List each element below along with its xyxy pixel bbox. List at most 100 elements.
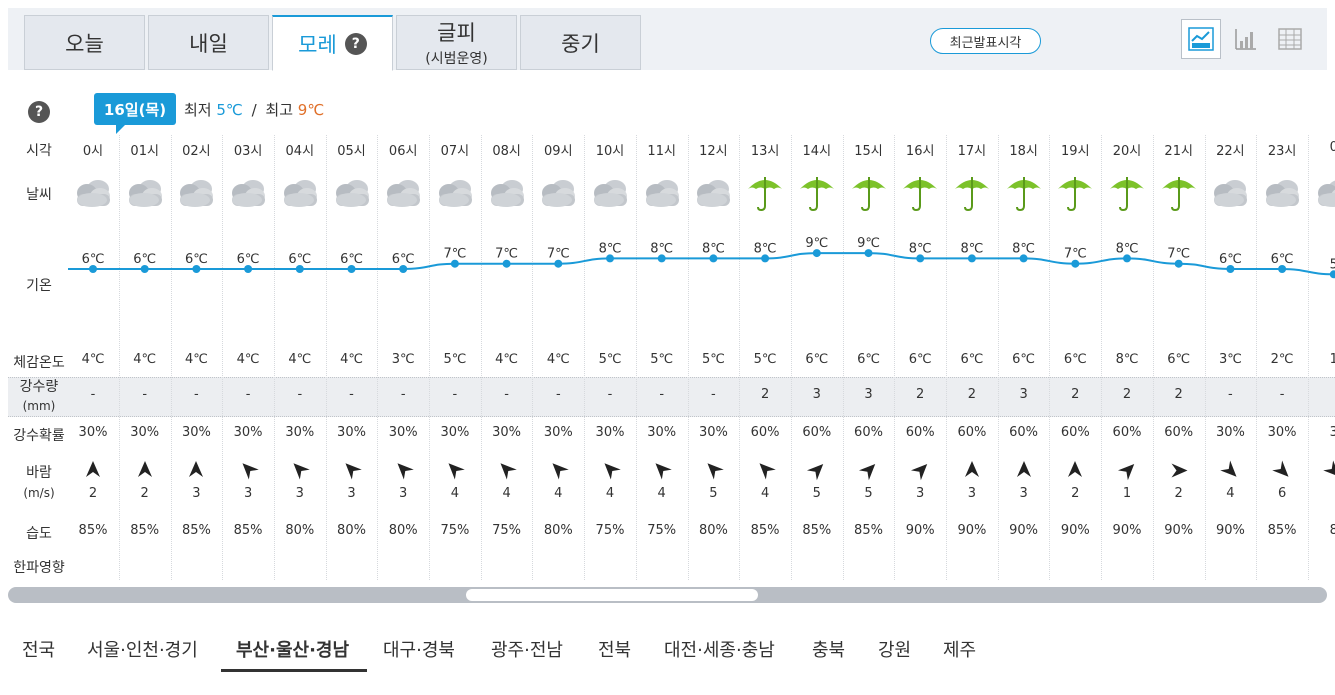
help-icon[interactable]: ?: [344, 32, 367, 55]
wind-speed-value: 1: [1122, 486, 1132, 501]
hour-label: 14시: [802, 144, 832, 159]
humidity-value: 85%: [78, 523, 108, 538]
recent-release-button[interactable]: 최근발표시각: [930, 28, 1041, 54]
tab-day-after-tomorrow[interactable]: 모레 ?: [272, 15, 393, 71]
region-tab[interactable]: 대전·세종·충남: [664, 640, 775, 661]
info-help-icon[interactable]: ?: [28, 101, 50, 123]
scrollbar-thumb[interactable]: [466, 589, 758, 601]
bar-chart-icon: [1235, 29, 1256, 50]
wind-direction-icon: [68, 460, 119, 480]
row-label-cold: 한파영향: [13, 560, 65, 576]
wind-speed-value: 2: [88, 486, 98, 501]
precip-prob-value: 30%: [698, 425, 728, 440]
feels-like-value: 4℃: [340, 352, 363, 367]
row-label-time: 시각: [26, 143, 52, 159]
umbrella-icon: [895, 173, 946, 213]
bar-view-button[interactable]: [1226, 19, 1266, 59]
umbrella-icon: [1050, 173, 1101, 213]
precip-prob-value: 60%: [1112, 425, 1142, 440]
tab-today[interactable]: 오늘: [24, 15, 145, 70]
precip-prob-value: 30%: [543, 425, 573, 440]
precip-amount-value: -: [142, 387, 148, 402]
temperature-label: 6℃: [237, 252, 260, 267]
column-divider: [377, 135, 379, 580]
humidity-value: 85%: [233, 523, 263, 538]
tab-midterm[interactable]: 중기: [520, 15, 641, 70]
cloud-icon: [223, 176, 274, 216]
region-tab[interactable]: 서울·인천·경기: [87, 640, 198, 661]
hour-label: 23시: [1267, 144, 1297, 159]
humidity-value: 90%: [1112, 523, 1142, 538]
precip-amount-value: -: [90, 387, 96, 402]
wind-direction-icon: [171, 460, 222, 480]
wind-speed-value: 5: [864, 486, 873, 501]
feels-like-value: 2℃: [1270, 352, 1294, 367]
tab-three-days-label: 글피: [437, 21, 476, 45]
temperature-label: 8℃: [650, 241, 673, 256]
precip-prob-value: 60%: [1060, 425, 1090, 440]
precip-amount-value: -: [452, 387, 458, 402]
graph-view-button[interactable]: [1181, 19, 1221, 59]
table-view-button[interactable]: [1270, 19, 1310, 59]
feels-like-value: 5℃: [443, 352, 467, 367]
wind-direction-icon: [895, 445, 945, 495]
tab-tomorrow[interactable]: 내일: [148, 15, 269, 70]
humidity-value: 90%: [1060, 523, 1090, 538]
temperature-point: [1174, 259, 1183, 268]
wind-direction-icon: [119, 460, 170, 480]
column-divider: [997, 135, 999, 580]
region-tab[interactable]: 부산·울산·경남: [236, 640, 350, 661]
wind-direction-icon: [1169, 445, 1189, 496]
temperature-label: 8℃: [960, 241, 983, 256]
region-tab[interactable]: 광주·전남: [491, 640, 563, 661]
column-divider: [1204, 135, 1206, 580]
precip-prob-value: 30%: [285, 425, 315, 440]
region-tab[interactable]: 전북: [598, 640, 632, 661]
precip-prob-value: 30%: [130, 425, 160, 440]
hour-label: 0: [1329, 140, 1335, 155]
temperature-point: [1019, 254, 1028, 263]
column-divider: [325, 135, 327, 580]
region-tab[interactable]: 전국: [22, 640, 56, 661]
wind-speed-value: 4: [657, 486, 666, 501]
region-tab[interactable]: 제주: [943, 640, 977, 661]
temperature-point: [1226, 265, 1235, 273]
temperature-point: [1329, 270, 1335, 279]
humidity-value: 90%: [905, 523, 935, 538]
feels-like-value: 4℃: [184, 352, 208, 367]
precip-amount-value: 2: [916, 387, 925, 402]
column-divider: [480, 135, 482, 580]
temperature-label: 8℃: [1012, 241, 1035, 256]
wind-speed-value: 3: [192, 486, 201, 501]
temperature-label: 8℃: [1116, 241, 1139, 256]
precip-amount-value: 2: [967, 387, 977, 402]
humidity-value: 85%: [1267, 523, 1297, 538]
wind-speed-value: 4: [760, 486, 770, 501]
column-divider: [222, 135, 224, 580]
precip-prob-value: 30%: [492, 425, 522, 440]
column-divider: [273, 135, 275, 580]
row-label-feels: 체감온도: [13, 355, 65, 371]
region-tab[interactable]: 충북: [812, 640, 846, 661]
feels-like-value: 5℃: [753, 352, 777, 367]
umbrella-icon: [998, 173, 1049, 213]
min-temp-value: 5℃: [216, 101, 243, 119]
precip-prob-value: 60%: [750, 425, 780, 440]
temperature-point: [657, 254, 666, 263]
region-tab[interactable]: 강원: [878, 640, 912, 661]
humidity-value: 75%: [492, 523, 522, 538]
wind-direction-icon: [792, 445, 842, 495]
region-tab[interactable]: 대구·경북: [383, 640, 455, 661]
wind-speed-value: 4: [450, 486, 460, 501]
wind-speed-value: 4: [502, 486, 511, 501]
precip-prob-value: 30%: [1215, 425, 1245, 440]
wind-speed-value: 2: [1174, 486, 1183, 501]
cloud-icon: [585, 176, 636, 216]
humidity-value: 75%: [595, 523, 625, 538]
hour-label: 05시: [337, 144, 366, 159]
tab-three-days[interactable]: 글피 (시범운영): [396, 15, 517, 70]
cloud-icon: [68, 176, 119, 216]
temperature-point: [450, 259, 459, 268]
feels-like-value: 3℃: [391, 352, 415, 367]
temperature-label: 6℃: [340, 252, 363, 267]
